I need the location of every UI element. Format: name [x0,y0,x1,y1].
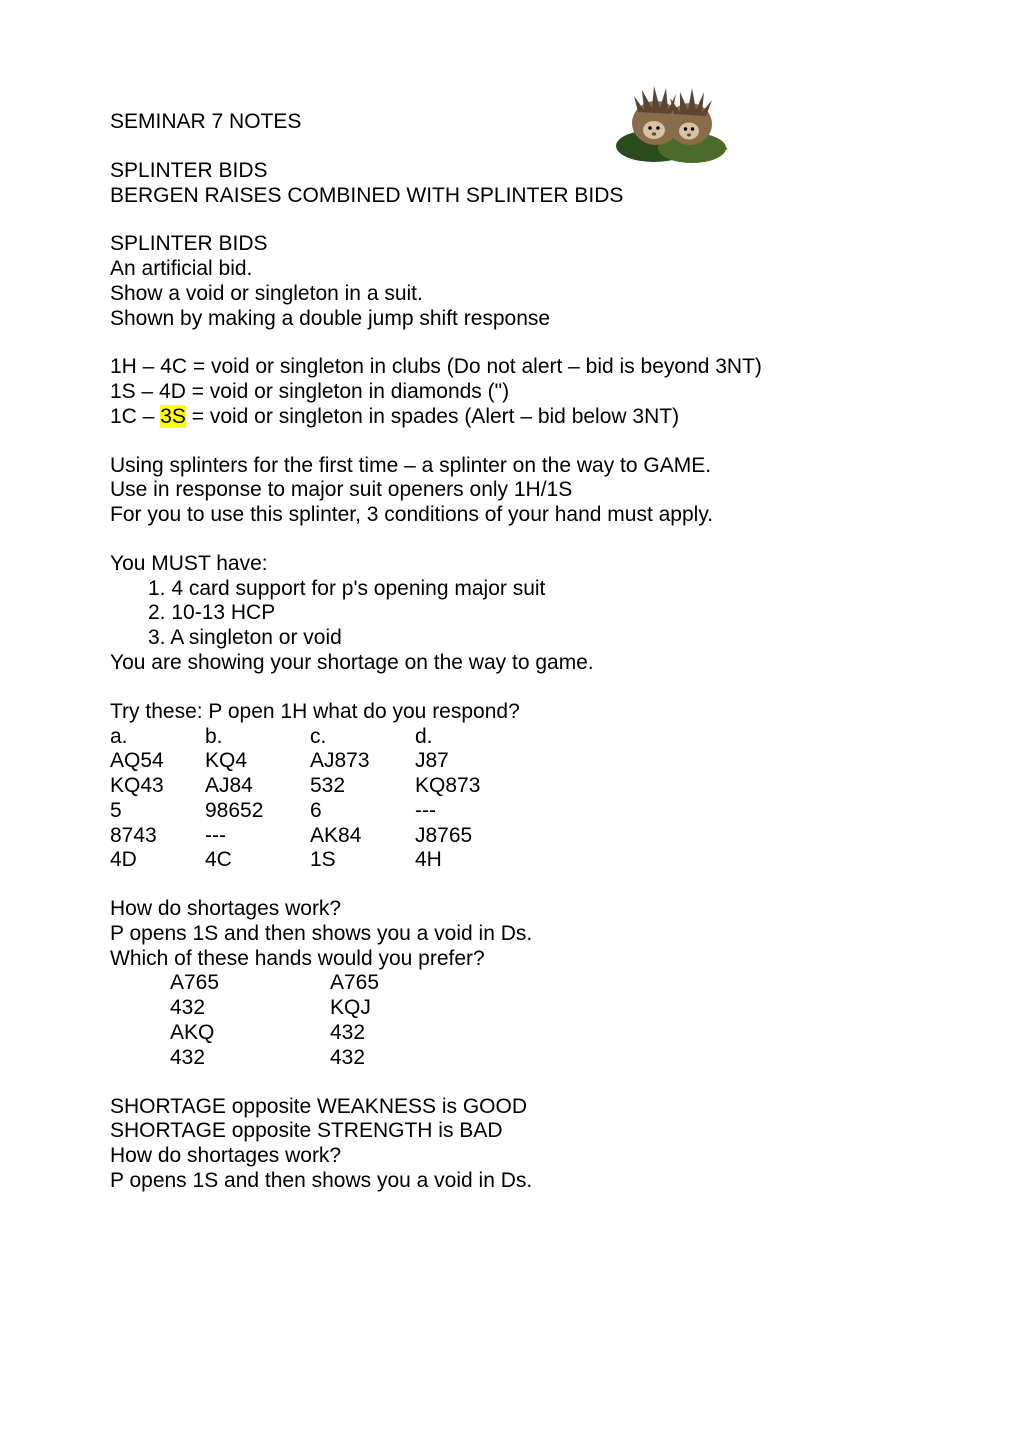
page-content: SEMINAR 7 NOTES SPLINTER BIDS BERGEN RAI… [0,0,1020,1254]
short-line3: Which of these hands would you prefer? [110,947,910,972]
try-cell: KQ43 [110,774,205,799]
seminar-title: SEMINAR 7 NOTES [110,110,910,135]
hand-cell: 432 [170,1046,330,1071]
usage-3: For you to use this splinter, 3 conditio… [110,503,910,528]
try-cell: AK84 [310,824,415,849]
hands-row-3: 432 432 [110,1046,910,1071]
short-line1: How do shortages work? [110,897,910,922]
must-have-2: 2. 10-13 HCP [110,601,910,626]
splinter-line1: An artificial bid. [110,257,910,282]
must-have-heading: You MUST have: [110,552,910,577]
try-cell: 4C [205,848,310,873]
splinter-heading: SPLINTER BIDS [110,232,910,257]
try-cell: --- [415,799,525,824]
ex-3-highlight: 3S [160,405,186,428]
summary-1: SHORTAGE opposite WEAKNESS is GOOD [110,1095,910,1120]
summary-block: SHORTAGE opposite WEAKNESS is GOOD SHORT… [110,1095,910,1194]
try-cell: 532 [310,774,415,799]
try-cell: 8743 [110,824,205,849]
ex-1: 1H – 4C = void or singleton in clubs (Do… [110,355,910,380]
hands-row-0: A765 A765 [110,971,910,996]
subtitle-1: SPLINTER BIDS [110,159,910,184]
hand-cell: 432 [170,996,330,1021]
splinter-definition: SPLINTER BIDS An artificial bid. Show a … [110,232,910,331]
must-have-block: You MUST have: 1. 4 card support for p's… [110,552,910,676]
subtitle-block: SPLINTER BIDS BERGEN RAISES COMBINED WIT… [110,159,910,209]
try-heading: Try these: P open 1H what do you respond… [110,700,910,725]
try-cell: 98652 [205,799,310,824]
ex-2: 1S – 4D = void or singleton in diamonds … [110,380,910,405]
hand-cell: 432 [330,1021,490,1046]
try-row-0: AQ54 KQ4 AJ873 J87 [110,749,910,774]
hand-cell: A765 [330,971,490,996]
try-row-3: 8743 --- AK84 J8765 [110,824,910,849]
try-row-1: KQ43 AJ84 532 KQ873 [110,774,910,799]
try-label-d: d. [415,725,525,750]
page-container: SEMINAR 7 NOTES SPLINTER BIDS BERGEN RAI… [0,0,1020,1254]
summary-4: P opens 1S and then shows you a void in … [110,1169,910,1194]
try-cell: 5 [110,799,205,824]
try-block: Try these: P open 1H what do you respond… [110,700,910,873]
try-cell: 1S [310,848,415,873]
summary-2: SHORTAGE opposite STRENGTH is BAD [110,1119,910,1144]
hands-row-1: 432 KQJ [110,996,910,1021]
bid-examples: 1H – 4C = void or singleton in clubs (Do… [110,355,910,429]
short-line2: P opens 1S and then shows you a void in … [110,922,910,947]
ex-3b: = void or singleton in spades (Alert – b… [186,405,679,428]
try-cell: AQ54 [110,749,205,774]
summary-3: How do shortages work? [110,1144,910,1169]
shortages-block: How do shortages work? P opens 1S and th… [110,897,910,1070]
try-cell: 4D [110,848,205,873]
must-have-footer: You are showing your shortage on the way… [110,651,910,676]
hands-row-2: AKQ 432 [110,1021,910,1046]
hand-cell: KQJ [330,996,490,1021]
try-cell: 6 [310,799,415,824]
try-labels-row: a. b. c. d. [110,725,910,750]
usage-1: Using splinters for the first time – a s… [110,454,910,479]
try-row-4: 4D 4C 1S 4H [110,848,910,873]
try-cell: AJ873 [310,749,415,774]
must-have-3: 3. A singleton or void [110,626,910,651]
try-label-c: c. [310,725,415,750]
must-have-1: 1. 4 card support for p's opening major … [110,577,910,602]
usage-2: Use in response to major suit openers on… [110,478,910,503]
try-cell: KQ873 [415,774,525,799]
try-cell: J8765 [415,824,525,849]
usage-block: Using splinters for the first time – a s… [110,454,910,528]
try-cell: J87 [415,749,525,774]
try-row-2: 5 98652 6 --- [110,799,910,824]
subtitle-2: BERGEN RAISES COMBINED WITH SPLINTER BID… [110,184,910,209]
ex-3: 1C – 3S = void or singleton in spades (A… [110,405,910,430]
try-cell: --- [205,824,310,849]
try-cell: KQ4 [205,749,310,774]
hand-cell: AKQ [170,1021,330,1046]
try-label-b: b. [205,725,310,750]
hand-cell: A765 [170,971,330,996]
try-cell: AJ84 [205,774,310,799]
ex-3a: 1C – [110,405,160,428]
splinter-line2: Show a void or singleton in a suit. [110,282,910,307]
hand-cell: 432 [330,1046,490,1071]
splinter-line3: Shown by making a double jump shift resp… [110,307,910,332]
try-cell: 4H [415,848,525,873]
try-label-a: a. [110,725,205,750]
hedgehog-icon [614,68,729,168]
